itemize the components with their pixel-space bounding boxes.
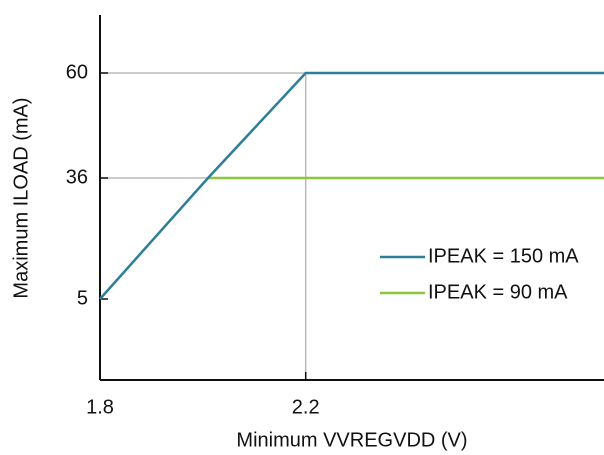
legend-label: IPEAK = 90 mA (428, 281, 568, 303)
y-axis-title: Maximum ILOAD (mA) (10, 97, 32, 298)
series-line (99, 71, 604, 300)
legend-label: IPEAK = 150 mA (428, 245, 579, 267)
y-tick-label: 36 (66, 166, 88, 188)
y-tick-label: 60 (66, 61, 88, 83)
x-axis-title: Minimum VVREGVDD (V) (236, 429, 467, 451)
x-tick-label: 1.8 (86, 396, 114, 418)
y-tick-label: 5 (77, 287, 88, 309)
x-tick-label: 2.2 (292, 396, 320, 418)
